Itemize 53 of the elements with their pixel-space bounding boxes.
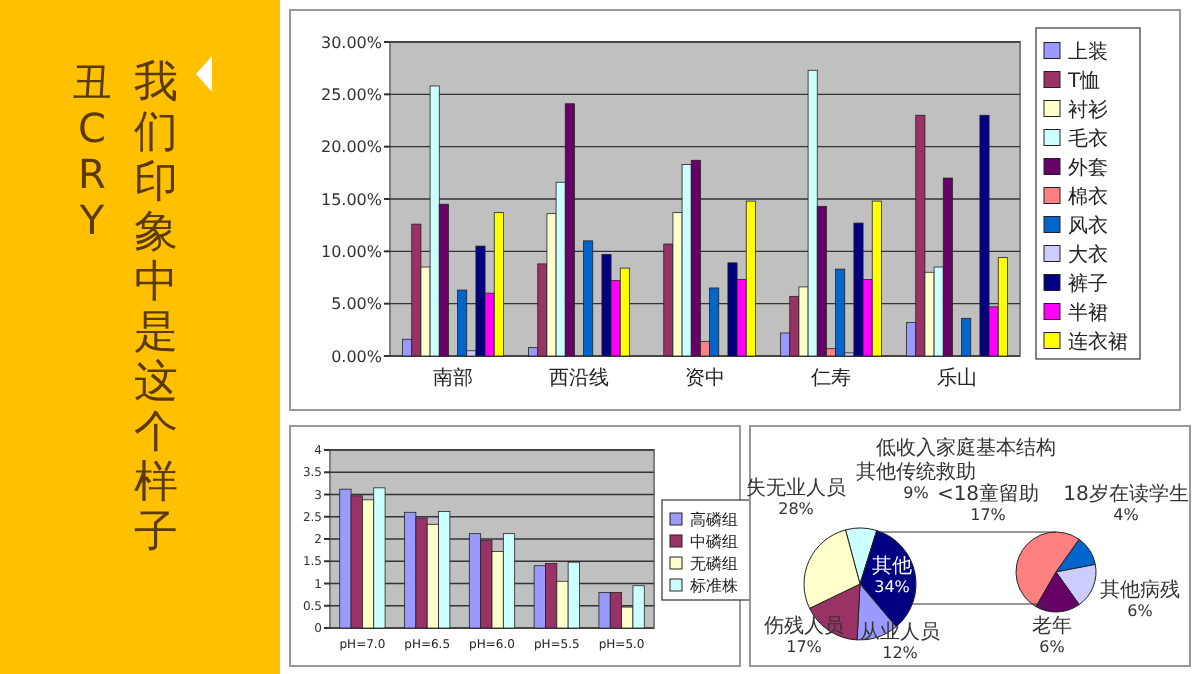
bar <box>727 262 738 357</box>
data-label: 28% <box>778 500 815 518</box>
legend-label: 外套 <box>1068 156 1108 181</box>
legend-label: T恤 <box>1066 69 1101 94</box>
y-tick-label: 15.00% <box>320 190 383 209</box>
y-tick-label: 5.00% <box>331 295 383 314</box>
data-label: 6% <box>1127 602 1154 620</box>
y-tick-label: 0.00% <box>331 347 383 366</box>
data-label: 17% <box>786 638 823 656</box>
data-label: 12% <box>882 644 919 662</box>
x-tick-label: 西沿线 <box>549 366 609 390</box>
legend-label: 上装 <box>1068 40 1108 65</box>
x-tick-label: 南部 <box>433 366 473 390</box>
legend-label: 半裙 <box>1068 301 1108 326</box>
legend-label: 裤子 <box>1068 272 1108 297</box>
slice-label: 其他 <box>872 554 912 578</box>
chart-title: 低收入家庭基本结构 <box>876 436 1056 460</box>
slice-label: 其他病残 <box>1100 578 1180 602</box>
data-label: 4% <box>1113 506 1140 524</box>
legend-label: 高磷组 <box>690 511 738 530</box>
legend-label: 标准株 <box>688 577 738 596</box>
slice-label: 失无业人员 <box>746 476 846 500</box>
x-tick-label: 仁寿 <box>811 368 851 390</box>
y-tick-label: 25.00% <box>320 85 383 104</box>
legend-label: 无磷组 <box>690 555 738 574</box>
legend-label: 衬衫 <box>1068 98 1108 123</box>
slice-label: 其他传统救助 <box>856 460 976 484</box>
legend-label: 毛衣 <box>1068 127 1108 152</box>
x-tick-label: 资中 <box>685 366 725 390</box>
legend-label: 中磷组 <box>690 533 738 552</box>
chart-title: 我们印象中是这个样子 <box>134 58 178 558</box>
bar <box>583 240 594 357</box>
data-label: 17% <box>970 506 1007 524</box>
text: 丑CRY <box>72 58 112 244</box>
legend-label: 连衣裙 <box>1068 330 1128 355</box>
y-tick-label: 30.00% <box>320 33 383 52</box>
data-label: 34% <box>874 578 911 596</box>
legend-label: 风衣 <box>1068 214 1108 239</box>
x-tick-label: 乐山 <box>937 366 977 390</box>
data-label: 9% <box>903 484 930 502</box>
data-label: 6% <box>1039 638 1066 656</box>
slice-label: <18童留助 <box>936 482 1040 506</box>
legend-label: 大衣 <box>1068 243 1108 268</box>
bar <box>601 254 612 357</box>
legend-label: 棉衣 <box>1068 185 1108 210</box>
slice-label: 伤残人员 <box>764 614 844 638</box>
slice-label: 老年 <box>1032 614 1072 638</box>
bar <box>979 114 990 357</box>
bar <box>457 289 468 357</box>
slice-label: 18岁在读学生 <box>1063 482 1189 506</box>
y-tick-label: 20.00% <box>320 138 383 157</box>
y-tick-label: 10.00% <box>320 242 383 261</box>
bar <box>961 317 972 357</box>
